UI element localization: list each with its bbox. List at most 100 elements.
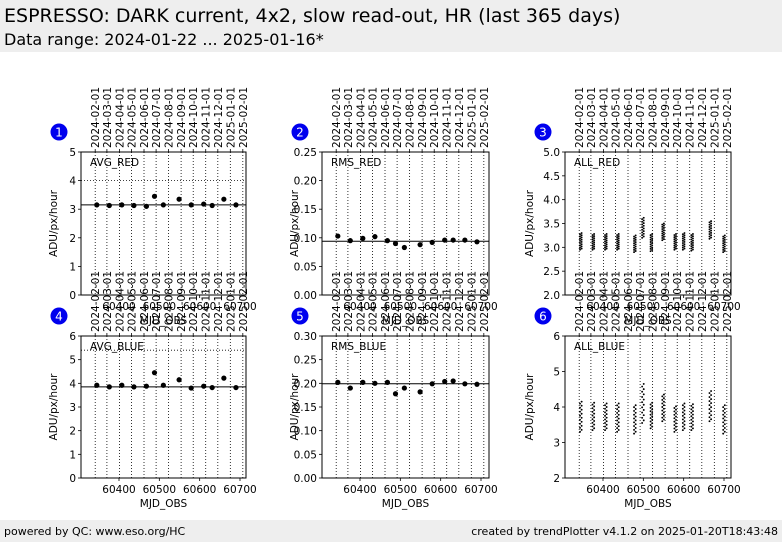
data-point <box>708 223 711 226</box>
panel-label: ALL_BLUE <box>574 341 625 353</box>
date-tick-label: 2024-08-01 <box>648 271 660 332</box>
date-tick-label: 2024-03-01 <box>586 271 598 332</box>
data-point <box>708 408 711 411</box>
data-point <box>605 420 608 423</box>
data-point <box>661 409 664 412</box>
data-point <box>641 416 644 419</box>
data-point <box>691 423 694 426</box>
data-point <box>605 247 608 250</box>
data-point <box>661 416 664 419</box>
data-point <box>579 426 581 429</box>
data-point <box>634 430 637 433</box>
data-point <box>633 406 636 409</box>
data-point <box>683 416 686 419</box>
data-point <box>708 221 711 224</box>
panel-number-badge <box>50 307 68 325</box>
data-point <box>681 233 684 236</box>
data-point <box>723 419 726 422</box>
x-tick-label: 60600 <box>183 484 216 496</box>
data-point <box>634 234 637 237</box>
data-point <box>661 402 664 405</box>
data-point <box>661 398 664 401</box>
data-point <box>649 238 652 241</box>
data-point <box>673 238 676 241</box>
data-point <box>649 403 652 406</box>
y-tick-label: 5 <box>69 355 76 367</box>
data-point <box>617 233 620 235</box>
data-point <box>642 230 645 233</box>
data-point <box>633 417 636 420</box>
data-point <box>591 425 594 428</box>
x-tick-label: 60500 <box>143 484 176 496</box>
x-axis-label: MJD_OBS <box>382 498 430 510</box>
data-point <box>642 403 645 406</box>
panel-label: RMS_BLUE <box>331 341 386 353</box>
y-tick-label: 1 <box>69 261 76 273</box>
date-tick-label: 2024-04-01 <box>355 87 367 148</box>
data-point <box>641 231 644 234</box>
data-point <box>384 238 391 244</box>
panel-number-badge <box>50 123 68 141</box>
data-point <box>708 400 711 403</box>
date-tick-label: 2025-01-01 <box>466 87 478 148</box>
data-point <box>683 245 686 248</box>
data-point <box>649 406 652 409</box>
data-point <box>580 428 583 431</box>
data-point <box>593 416 596 419</box>
data-point <box>591 407 594 410</box>
data-point <box>633 240 636 242</box>
data-point <box>681 407 684 410</box>
data-point <box>691 237 694 240</box>
data-point <box>593 405 596 408</box>
data-point <box>604 244 606 247</box>
y-tick-label: 0 <box>69 473 76 485</box>
data-point <box>580 240 583 243</box>
y-tick-label: 3 <box>69 402 76 414</box>
data-point <box>209 202 215 209</box>
data-point <box>593 233 596 235</box>
data-point <box>683 236 686 239</box>
date-tick-label: 2024-09-01 <box>660 87 672 148</box>
data-point <box>605 406 608 408</box>
x-tick-label: 60600 <box>183 301 216 313</box>
x-axis-label: MJD_OBS <box>382 315 430 327</box>
data-point <box>710 222 713 225</box>
data-point <box>591 242 594 245</box>
data-point <box>690 429 693 432</box>
data-point <box>683 238 686 241</box>
date-tick-label: 2024-05-01 <box>611 271 623 332</box>
data-point <box>579 239 581 242</box>
data-point <box>143 203 150 209</box>
data-point <box>417 389 423 395</box>
x-tick-label: 60500 <box>627 301 660 313</box>
data-point <box>681 235 684 238</box>
data-point <box>580 420 583 423</box>
data-point <box>209 384 215 391</box>
data-point <box>661 237 664 239</box>
y-tick-label: 2 <box>69 426 76 438</box>
data-point <box>605 239 608 242</box>
data-point <box>710 414 713 417</box>
date-tick-label: 2024-04-01 <box>355 271 367 332</box>
date-tick-label: 2024-06-01 <box>380 271 392 332</box>
data-point <box>617 417 620 420</box>
date-tick-label: 2024-02-01 <box>90 271 102 332</box>
data-point <box>681 404 684 407</box>
data-point <box>708 237 711 240</box>
data-point <box>580 412 583 415</box>
data-point <box>579 414 581 417</box>
data-point <box>723 426 726 429</box>
date-tick-label: 2025-02-01 <box>479 271 491 332</box>
data-point <box>651 249 654 251</box>
data-point <box>691 241 694 244</box>
date-tick-label: 2024-10-01 <box>672 87 684 148</box>
date-tick-label: 2025-01-01 <box>709 271 721 332</box>
x-tick-label: 60400 <box>102 484 135 496</box>
data-point <box>634 245 637 248</box>
y-tick-label: 4.5 <box>543 171 560 183</box>
data-point <box>372 380 378 386</box>
data-point <box>675 237 677 240</box>
date-tick-label: 2024-08-01 <box>405 87 417 148</box>
data-point <box>710 236 713 239</box>
data-point <box>642 419 645 422</box>
